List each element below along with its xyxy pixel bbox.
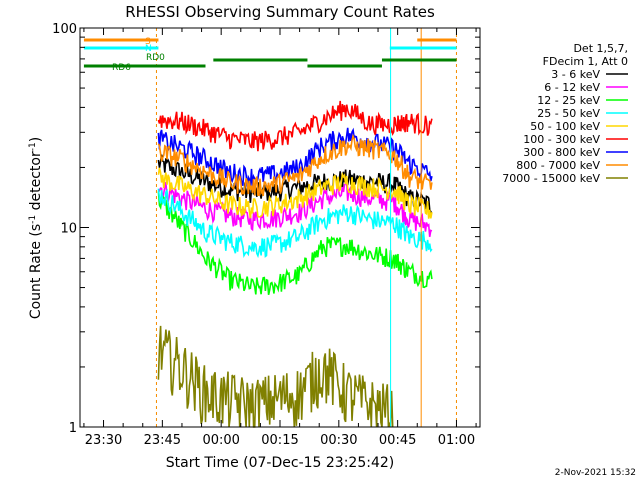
legend-label-7: 800 - 7000 keV	[516, 159, 600, 172]
y-tick-label-2: 100	[52, 22, 77, 37]
series-line-8	[157, 325, 394, 428]
legend-label-5: 100 - 300 keV	[523, 133, 600, 146]
series-line-2	[157, 191, 433, 295]
x-tick-label-1: 23:45	[144, 433, 181, 448]
y-axis-label: Count Rate (s-1 detector-1)	[28, 137, 44, 319]
legend-header-0: Det 1,5,7,	[573, 42, 628, 55]
legend-label-0: 3 - 6 keV	[551, 68, 600, 81]
state-label-S: S	[145, 37, 151, 47]
legend-label-2: 12 - 25 keV	[537, 94, 600, 107]
footer-date: 2-Nov-2021 15:32	[555, 468, 636, 478]
legend-label-8: 7000 - 15000 keV	[502, 172, 600, 185]
series-line-7	[157, 133, 433, 197]
x-tick-label-4: 00:30	[320, 433, 357, 448]
legend-label-3: 25 - 50 keV	[537, 107, 600, 120]
state-label-N: N	[145, 44, 152, 54]
series-line-3	[157, 188, 433, 259]
series-line-1	[157, 182, 433, 237]
legend-label-4: 50 - 100 keV	[530, 120, 600, 133]
axis-layer: 23:30 23:45 00:00 00:15 00:30 00:45 01:00 1 10 10…	[52, 22, 480, 448]
x-axis-label: Start Time (07-Dec-15 23:25:42)	[166, 455, 394, 471]
x-tick-label-6: 01:00	[438, 433, 475, 448]
state-label-RD6: RD6	[112, 63, 131, 73]
chart-title: RHESSI Observing Summary Count Rates	[125, 3, 435, 21]
plot-frame	[79, 27, 481, 428]
x-tick-label-3: 00:15	[261, 433, 298, 448]
series-line-4	[157, 167, 433, 219]
x-tick-label-5: 00:45	[379, 433, 416, 448]
legend-label-6: 300 - 800 keV	[523, 146, 600, 159]
y-tick-label-0: 1	[69, 421, 77, 436]
y-tick-label-1: 10	[60, 222, 77, 237]
legend-label-1: 6 - 12 keV	[544, 81, 600, 94]
x-tick-label-0: 23:30	[85, 433, 122, 448]
series-layer	[157, 100, 433, 428]
series-line-5	[157, 100, 433, 152]
x-tick-label-2: 00:00	[202, 433, 239, 448]
legend-header-1: FDecim 1, Att 0	[543, 55, 628, 68]
state-label-RD0: RD0	[146, 53, 165, 63]
